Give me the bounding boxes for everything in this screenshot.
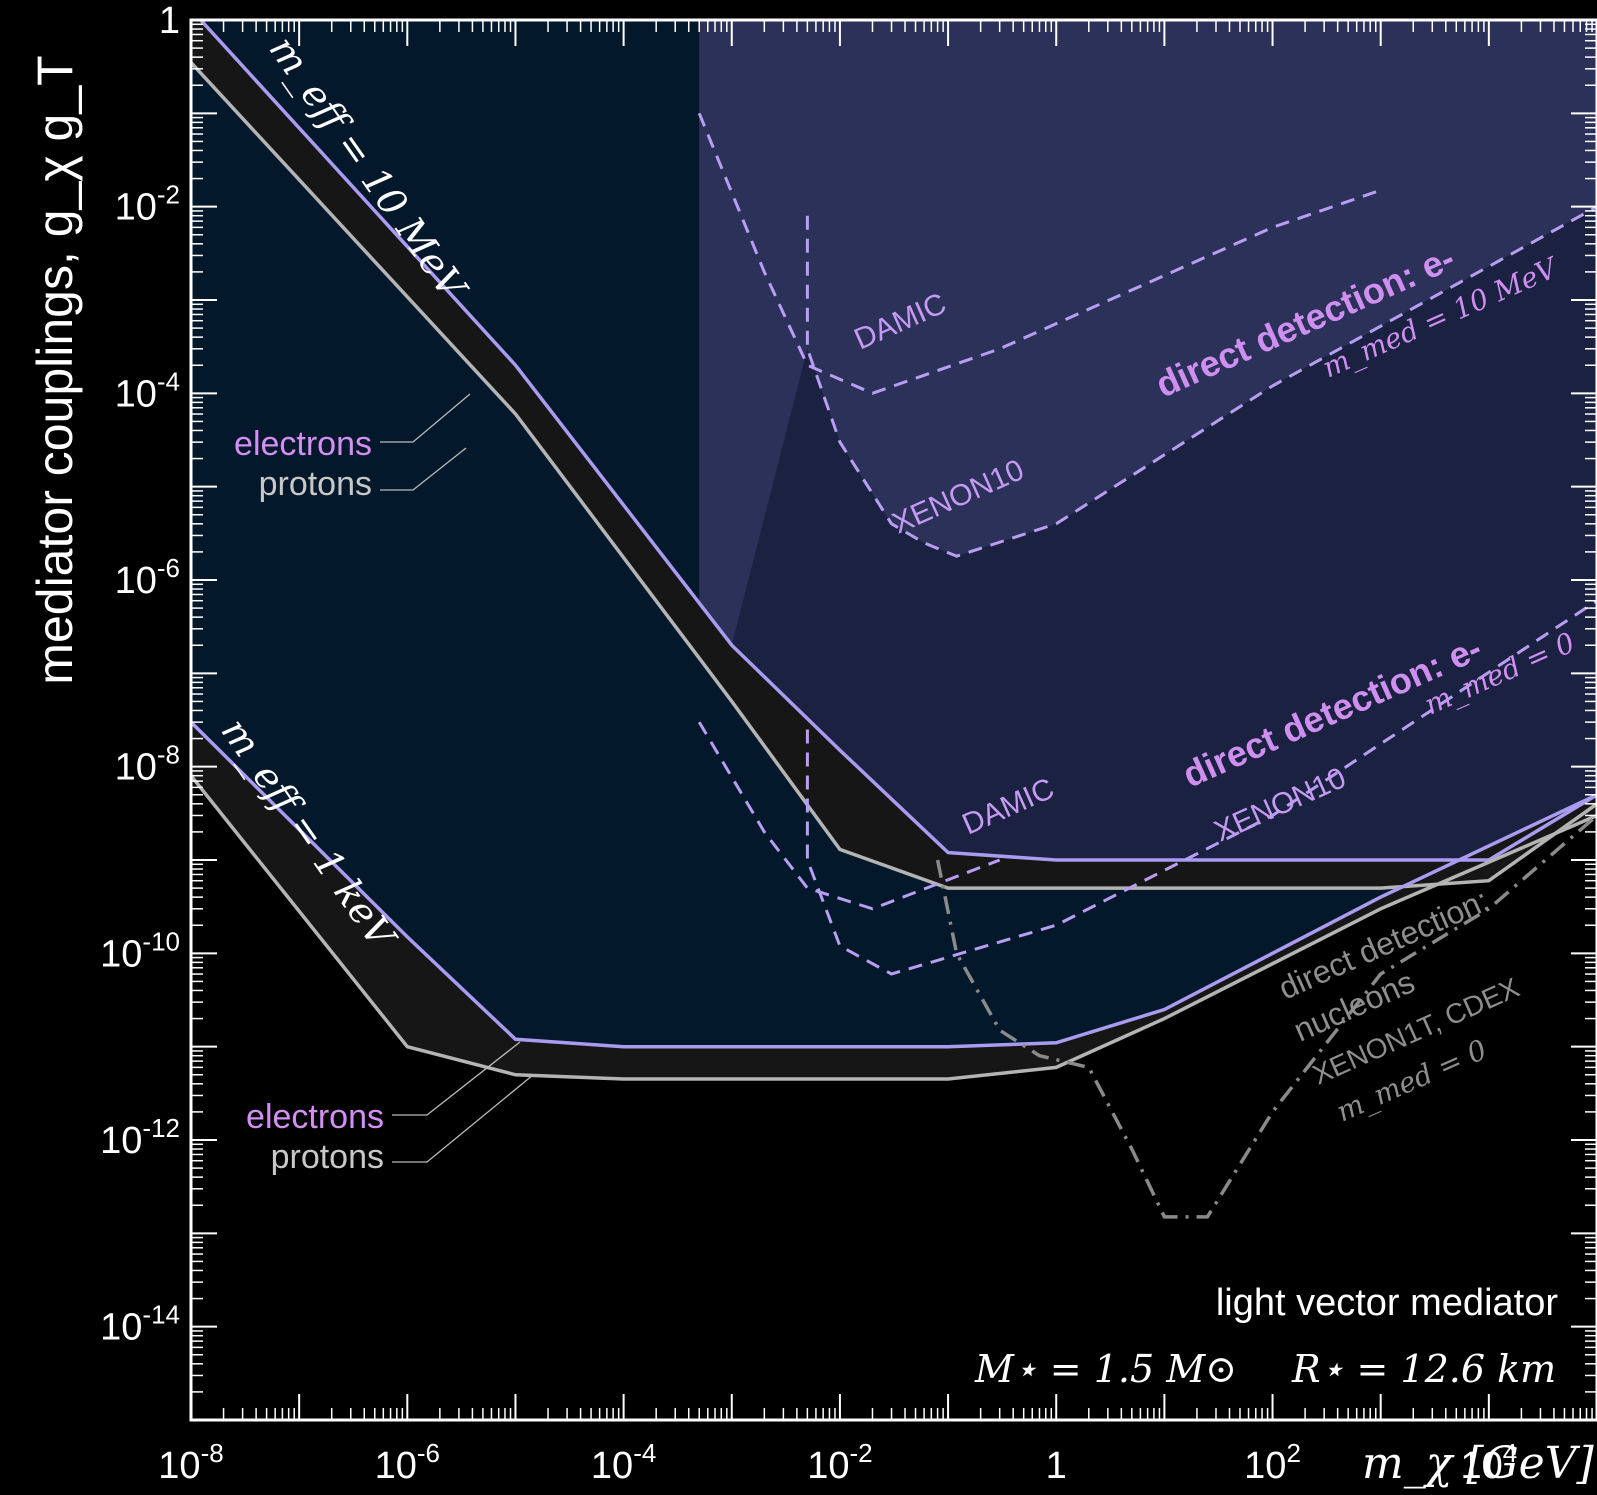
y-tick-label: 10-2 bbox=[115, 180, 180, 229]
scenario-label: light vector mediator bbox=[1216, 1282, 1558, 1324]
curve-xenon10-10mev bbox=[805, 205, 1597, 558]
curve-electrons-10mev bbox=[198, 20, 1597, 862]
leader-electrons-lower bbox=[392, 1041, 521, 1116]
y-tick-label: 10-4 bbox=[115, 366, 180, 415]
mstar-label: M⋆ = 1.5 M⊙ bbox=[974, 1347, 1237, 1391]
y-tick-label: 10-12 bbox=[100, 1113, 180, 1162]
x-tick-label: 10-2 bbox=[807, 1438, 872, 1487]
rstar-label: R⋆ = 12.6 km bbox=[1291, 1347, 1556, 1391]
y-tick-label: 1 bbox=[159, 0, 180, 42]
x-tick-label: 104 bbox=[1460, 1438, 1517, 1487]
y-axis-title: mediator couplings, g_χ g_T bbox=[27, 55, 83, 684]
excluded-regions bbox=[191, 20, 1597, 1047]
x-tick-label: 10-4 bbox=[591, 1438, 656, 1487]
region-dd-10mev bbox=[699, 20, 1597, 646]
curve-protons-10mev bbox=[191, 61, 1597, 890]
curve-damic-10mev bbox=[697, 112, 1382, 395]
curve-electrons-1kev bbox=[191, 720, 1597, 1049]
y-tick-label: 10-6 bbox=[115, 553, 180, 602]
x-axis-title: m_χ [GeV] bbox=[1362, 1438, 1595, 1489]
leader-electrons-upper bbox=[380, 393, 471, 443]
curve-protons-1kev bbox=[191, 774, 1597, 1081]
y-tick-label: 10-8 bbox=[115, 740, 180, 789]
y-tick-label: 10-14 bbox=[100, 1300, 180, 1349]
curve-nucleon-xenon1t-cdex bbox=[935, 814, 1597, 1219]
x-tick-label: 10-6 bbox=[375, 1438, 440, 1487]
label-electrons-lower: electrons bbox=[246, 1098, 384, 1136]
leader-protons-lower bbox=[392, 1074, 534, 1163]
curve-damic-0 bbox=[697, 721, 1001, 911]
plot-frame bbox=[189, 18, 1597, 1422]
x-tick-label: 102 bbox=[1244, 1438, 1301, 1487]
x-tick-label: 10-8 bbox=[158, 1438, 223, 1487]
label-electrons-upper: electrons bbox=[234, 425, 372, 463]
label-protons-upper: protons bbox=[259, 465, 372, 503]
x-tick-label: 1 bbox=[1046, 1445, 1067, 1487]
y-tick-label: 10-10 bbox=[100, 926, 180, 975]
curve-xenon10-0 bbox=[805, 599, 1597, 976]
axes-frame bbox=[189, 18, 1597, 1422]
sensitivity-bands bbox=[191, 20, 1597, 1081]
direct-detection-curves bbox=[697, 112, 1597, 1219]
leader-protons-upper bbox=[380, 447, 467, 491]
label-protons-lower: protons bbox=[271, 1138, 384, 1176]
